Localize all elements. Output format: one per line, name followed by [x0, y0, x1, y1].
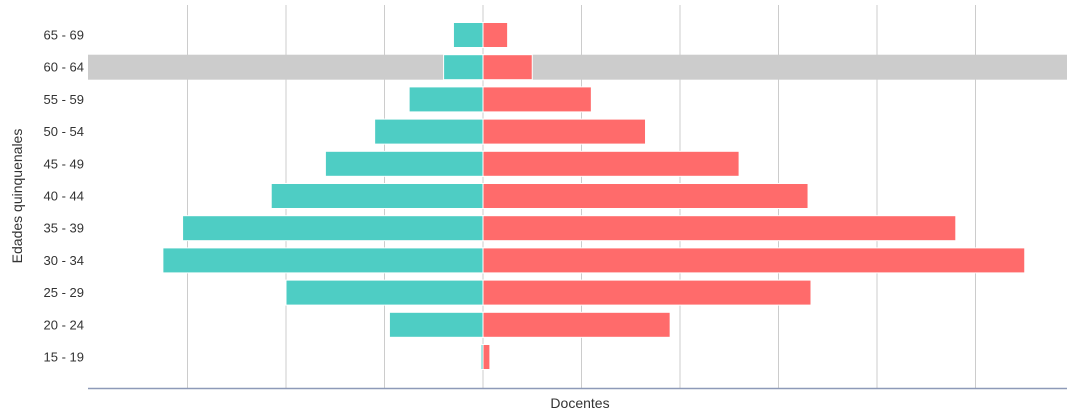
y-tick-label: 25 - 29 [44, 285, 84, 300]
bar-left [182, 215, 484, 242]
x-axis-title: Docentes [550, 395, 609, 411]
bar-right [482, 150, 740, 177]
bar-left [324, 150, 484, 177]
bar-left [270, 183, 484, 209]
bar-right [482, 22, 509, 48]
bar-right [482, 54, 533, 81]
y-tick-label: 30 - 34 [44, 253, 84, 268]
y-tick-label: 45 - 49 [44, 156, 84, 171]
bar-right [482, 183, 809, 209]
bar-right [482, 247, 1026, 274]
highlight-band [88, 54, 1067, 80]
bar-left [408, 86, 484, 113]
bar-left [452, 22, 484, 48]
y-tick-label: 40 - 44 [44, 189, 84, 204]
bar-right [482, 279, 812, 306]
y-tick-label: 55 - 59 [44, 92, 84, 107]
y-tick-label: 60 - 64 [44, 60, 84, 75]
y-tick-label: 15 - 19 [44, 350, 84, 365]
bar-right [482, 344, 491, 370]
bar-left [388, 311, 484, 338]
bar-right [482, 311, 671, 338]
y-axis-title: Edades quinquenales [9, 129, 25, 264]
y-tick-label: 50 - 54 [44, 124, 84, 139]
bar-left [374, 118, 484, 145]
bar-right [482, 215, 957, 242]
y-tick-label: 35 - 39 [44, 221, 84, 236]
y-tick-label: 65 - 69 [44, 28, 84, 43]
bar-right [482, 118, 647, 145]
bar-left [285, 279, 484, 306]
y-tick-label: 20 - 24 [44, 317, 84, 332]
bar-left [443, 54, 484, 81]
bar-left [162, 247, 484, 274]
bar-right [482, 86, 592, 113]
